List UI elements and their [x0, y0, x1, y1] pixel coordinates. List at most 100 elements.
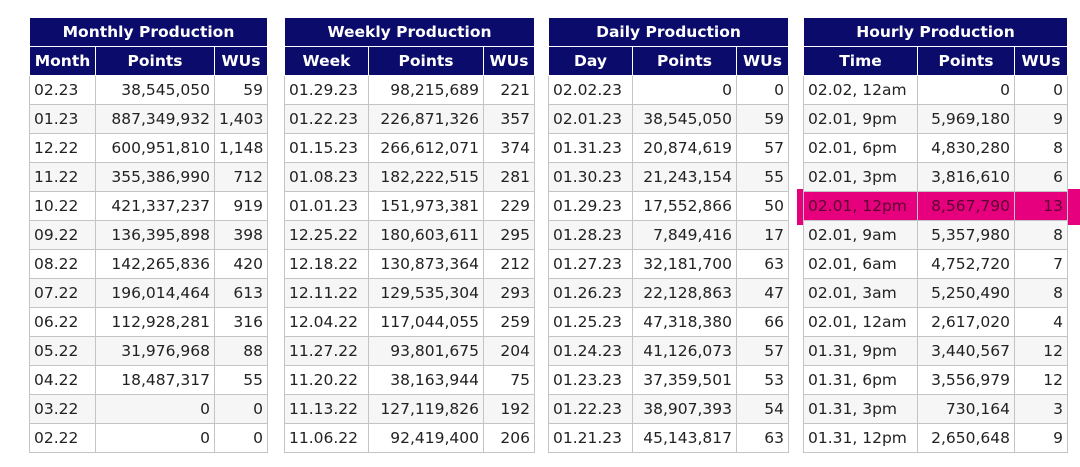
month-cell: 06.22: [29, 307, 96, 337]
wus-cell: 63: [735, 423, 790, 453]
monthly-table-row: 03.22 0 0: [29, 394, 268, 424]
monthly-table-row: 04.22 18,487,317 55: [29, 365, 268, 395]
hour-cell: 02.01, 9pm: [803, 104, 918, 134]
wus-cell: 12: [1013, 336, 1069, 366]
points-cell: 7,849,416: [632, 220, 737, 250]
points-cell: 355,386,990: [95, 162, 215, 192]
points-cell: 2,617,020: [917, 307, 1015, 337]
hour-cell: 02.01, 12pm: [803, 191, 918, 221]
hour-cell: 02.02, 12am: [803, 75, 918, 105]
week-cell: 01.01.23: [284, 191, 369, 221]
wus-cell: 50: [735, 191, 790, 221]
points-cell: 31,976,968: [95, 336, 215, 366]
wus-column-header: WUs: [1013, 46, 1069, 76]
hourly-table-row: 01.31, 9pm 3,440,567 12: [803, 336, 1069, 366]
hour-cell: 02.01, 6pm: [803, 133, 918, 163]
monthly-table-row: 12.22 600,951,810 1,148: [29, 133, 268, 163]
hourly-table-row: 01.31, 6pm 3,556,979 12: [803, 365, 1069, 395]
weekly-table-row: 01.15.23 266,612,071 374: [284, 133, 536, 163]
wus-cell: 204: [482, 336, 536, 366]
weekly-table-row: 11.06.22 92,419,400 206: [284, 423, 536, 453]
points-column-header: Points: [917, 46, 1015, 76]
daily-table-row: 01.29.23 17,552,866 50: [548, 191, 790, 221]
daily-table-row: 01.23.23 37,359,501 53: [548, 365, 790, 395]
points-cell: 3,556,979: [917, 365, 1015, 395]
wus-cell: 55: [735, 162, 790, 192]
monthly-table-row: 10.22 421,337,237 919: [29, 191, 268, 221]
hourly-table-row: 02.01, 9am 5,357,980 8: [803, 220, 1069, 250]
wus-cell: 259: [482, 307, 536, 337]
wus-cell: 66: [735, 307, 790, 337]
points-cell: 21,243,154: [632, 162, 737, 192]
wus-cell: 293: [482, 278, 536, 308]
points-cell: 47,318,380: [632, 307, 737, 337]
monthly-table-row: 07.22 196,014,464 613: [29, 278, 268, 308]
weekly-table-row: 11.20.22 38,163,944 75: [284, 365, 536, 395]
points-cell: 93,801,675: [368, 336, 484, 366]
week-cell: 01.15.23: [284, 133, 369, 163]
wus-cell: 374: [482, 133, 536, 163]
weekly-table-row: 01.29.23 98,215,689 221: [284, 75, 536, 105]
daily-table-row: 01.21.23 45,143,817 63: [548, 423, 790, 453]
week-cell: 12.18.22: [284, 249, 369, 279]
wus-cell: 919: [214, 191, 268, 221]
wus-cell: 59: [735, 104, 790, 134]
wus-cell: 420: [214, 249, 268, 279]
points-cell: 226,871,326: [368, 104, 484, 134]
monthly-table-row: 02.23 38,545,050 59: [29, 75, 268, 105]
points-cell: 0: [632, 75, 737, 105]
hour-cell: 01.31, 6pm: [803, 365, 918, 395]
wus-cell: 57: [735, 133, 790, 163]
week-column-header: Week: [284, 46, 369, 76]
hourly-table-row: 02.01, 3pm 3,816,610 6: [803, 162, 1069, 192]
month-cell: 03.22: [29, 394, 96, 424]
wus-cell: 229: [482, 191, 536, 221]
points-cell: 0: [95, 394, 215, 424]
points-cell: 41,126,073: [632, 336, 737, 366]
wus-cell: 0: [1013, 75, 1069, 105]
hour-cell: 01.31, 9pm: [803, 336, 918, 366]
day-column-header: Day: [548, 46, 633, 76]
daily-table-row: 01.28.23 7,849,416 17: [548, 220, 790, 250]
week-cell: 11.20.22: [284, 365, 369, 395]
week-cell: 12.04.22: [284, 307, 369, 337]
wus-cell: 9: [1013, 423, 1069, 453]
points-cell: 38,163,944: [368, 365, 484, 395]
weekly-production-table: Weekly Production Week Points WUs 01.29.…: [283, 17, 536, 453]
monthly-table-row: 01.23 887,349,932 1,403: [29, 104, 268, 134]
wus-cell: 206: [482, 423, 536, 453]
hour-cell: 01.31, 12pm: [803, 423, 918, 453]
month-column-header: Month: [29, 46, 96, 76]
month-cell: 11.22: [29, 162, 96, 192]
month-cell: 05.22: [29, 336, 96, 366]
hourly-table-row: 02.02, 12am 0 0: [803, 75, 1069, 105]
day-cell: 01.25.23: [548, 307, 633, 337]
month-cell: 02.22: [29, 423, 96, 453]
points-cell: 112,928,281: [95, 307, 215, 337]
weekly-production-title: Weekly Production: [283, 17, 536, 47]
wus-cell: 55: [214, 365, 268, 395]
points-cell: 37,359,501: [632, 365, 737, 395]
day-cell: 01.22.23: [548, 394, 633, 424]
day-cell: 01.30.23: [548, 162, 633, 192]
points-cell: 20,874,619: [632, 133, 737, 163]
daily-table-row: 01.31.23 20,874,619 57: [548, 133, 790, 163]
wus-cell: 9: [1013, 104, 1069, 134]
hour-cell: 02.01, 3am: [803, 278, 918, 308]
daily-table-row: 01.25.23 47,318,380 66: [548, 307, 790, 337]
daily-table-row: 02.02.23 0 0: [548, 75, 790, 105]
hourly-table-row: 02.01, 12pm 8,567,790 13: [803, 191, 1069, 221]
hourly-table-row: 02.01, 6pm 4,830,280 8: [803, 133, 1069, 163]
points-cell: 887,349,932: [95, 104, 215, 134]
wus-cell: 0: [214, 394, 268, 424]
points-cell: 5,357,980: [917, 220, 1015, 250]
hour-cell: 01.31, 3pm: [803, 394, 918, 424]
weekly-table-row: 01.01.23 151,973,381 229: [284, 191, 536, 221]
weekly-table-row: 12.25.22 180,603,611 295: [284, 220, 536, 250]
week-cell: 12.11.22: [284, 278, 369, 308]
daily-production-table: Daily Production Day Points WUs 02.02.23…: [547, 17, 790, 453]
weekly-table-row: 12.18.22 130,873,364 212: [284, 249, 536, 279]
day-cell: 02.02.23: [548, 75, 633, 105]
month-cell: 09.22: [29, 220, 96, 250]
wus-cell: 192: [482, 394, 536, 424]
